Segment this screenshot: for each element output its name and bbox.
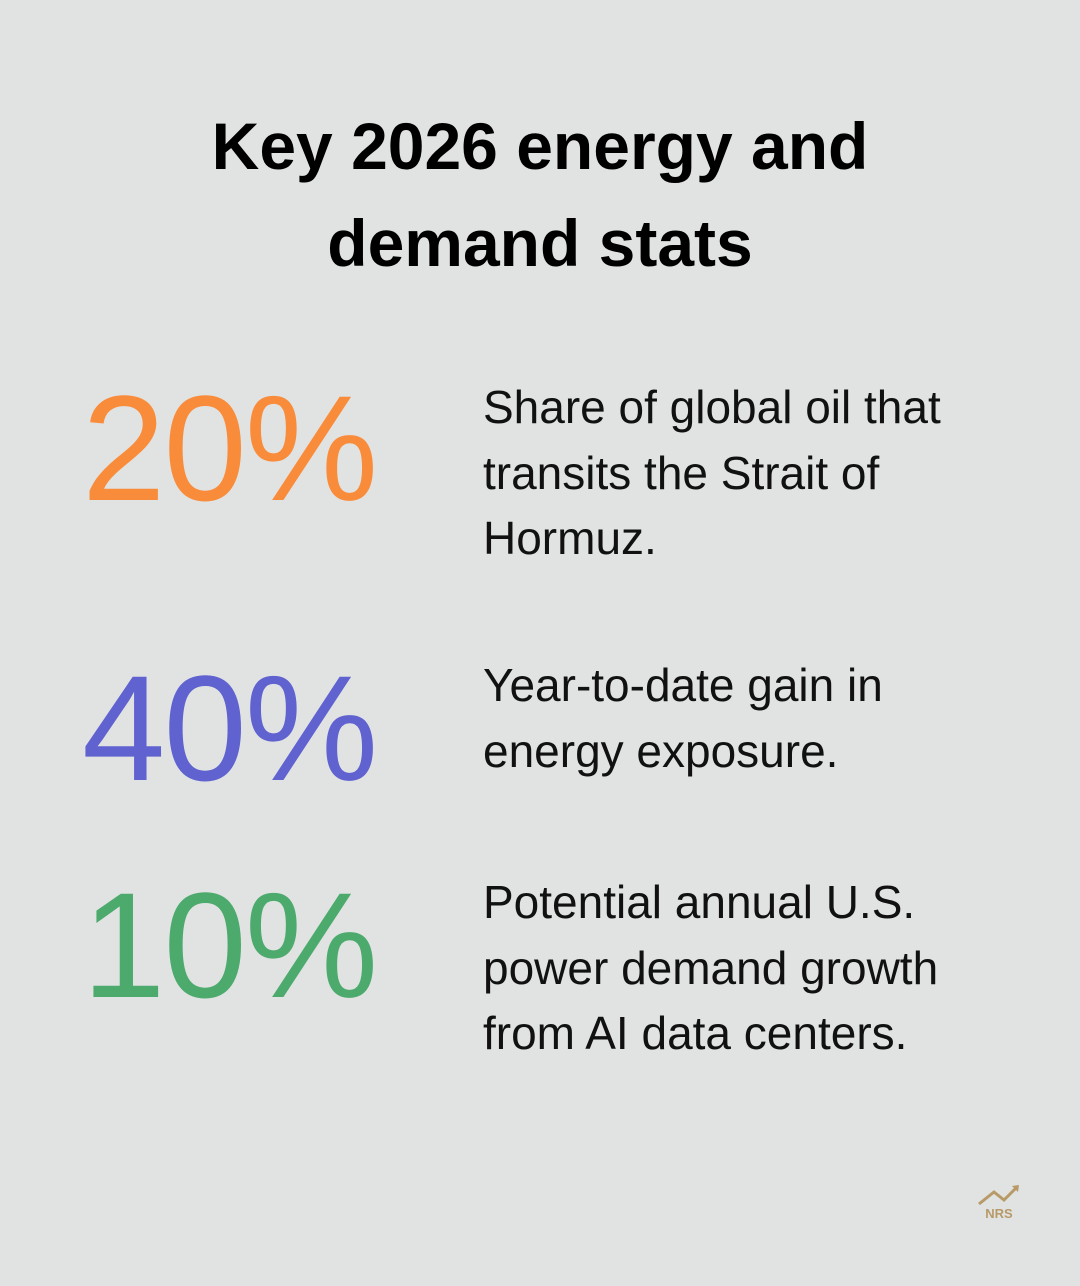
title: Key 2026 energy and demand stats: [0, 98, 1080, 292]
description-line: Year-to-date gain in: [483, 659, 883, 711]
title-line: Key 2026 energy and: [211, 109, 869, 183]
stat-value: 40%: [82, 644, 378, 812]
description-line: transits the Strait of: [483, 446, 880, 499]
description-line: from AI data centers.: [483, 1007, 908, 1059]
description-line: Share of global oil that: [483, 381, 941, 433]
logo-arrow: [1012, 1185, 1019, 1192]
logo-icon: [978, 1186, 1018, 1206]
description-line: Potential annual U.S.: [483, 876, 916, 928]
logo: NRS: [978, 1185, 1019, 1221]
title-line: demand stats: [327, 206, 753, 280]
description-line: Hormuz.: [483, 512, 657, 564]
description-line: energy exposure.: [483, 724, 839, 777]
stat-value: 10%: [82, 861, 378, 1029]
description-line: power demand growth: [483, 941, 939, 994]
stat-description: Year-to-date gain in energy exposure.: [483, 653, 883, 784]
stat-description: Potential annual U.S. power demand growth…: [483, 870, 938, 1067]
logo-text: NRS: [985, 1206, 1013, 1221]
stat-description: Share of global oil that transits the Str…: [483, 375, 941, 572]
stat-value: 20%: [82, 364, 378, 532]
